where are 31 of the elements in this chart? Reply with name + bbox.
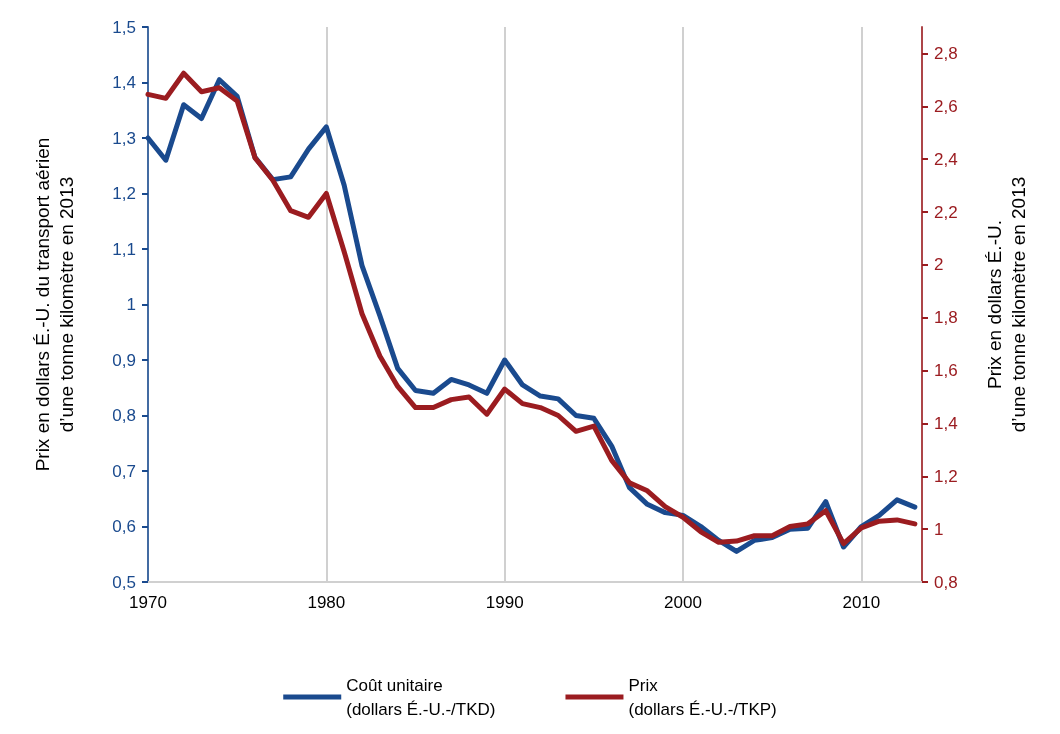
- y-tick-label: 0,5: [112, 572, 136, 592]
- legend-label: Coût unitaire (dollars É.-U.-/TKD): [346, 675, 496, 719]
- y-tick-label: 0,6: [112, 517, 136, 536]
- y2-tick-label: 1,4: [934, 413, 958, 433]
- y-axis-title: Prix en dollars É.-U. du transport aérien d’une tonne kilomètre en 2013: [31, 137, 77, 472]
- y2-tick-label: 1: [934, 519, 944, 539]
- x-tick-label: 1970: [129, 593, 167, 612]
- x-tick-label: 1980: [307, 593, 346, 612]
- y-tick-label: 0,7: [112, 461, 136, 481]
- y2-tick-label: 2: [934, 255, 944, 275]
- y2-tick-label: 2,2: [934, 202, 958, 222]
- y-tick-label: 1,4: [112, 73, 136, 92]
- legend-label: Prix (dollars É.-U.-/TKP): [628, 675, 777, 719]
- y-tick-label: 1: [126, 295, 136, 314]
- y2-tick-label: 2,4: [934, 149, 958, 169]
- y-tick-label: 1,2: [112, 184, 136, 203]
- x-tick-label: 2010: [842, 593, 881, 612]
- y-tick-label: 1,1: [112, 239, 136, 259]
- y-tick-label: 0,8: [112, 406, 136, 425]
- y2-tick-label: 2,6: [934, 96, 958, 116]
- y2-tick-label: 1,2: [934, 466, 958, 486]
- x-tick-label: 2000: [664, 593, 702, 612]
- y2-tick-label: 0,8: [934, 572, 958, 592]
- y2-tick-label: 1,8: [934, 308, 958, 328]
- y-tick-label: 1,3: [112, 128, 136, 148]
- y-tick-label: 0,9: [112, 350, 136, 370]
- y2-tick-label: 1,6: [934, 361, 958, 381]
- x-tick-label: 1990: [485, 593, 524, 612]
- y2-axis-title: Prix en dollars É.-U. d’une tonne kilomètre en 2013: [983, 176, 1029, 433]
- y-tick-label: 1,5: [112, 17, 136, 37]
- y2-tick-label: 2,8: [934, 43, 958, 63]
